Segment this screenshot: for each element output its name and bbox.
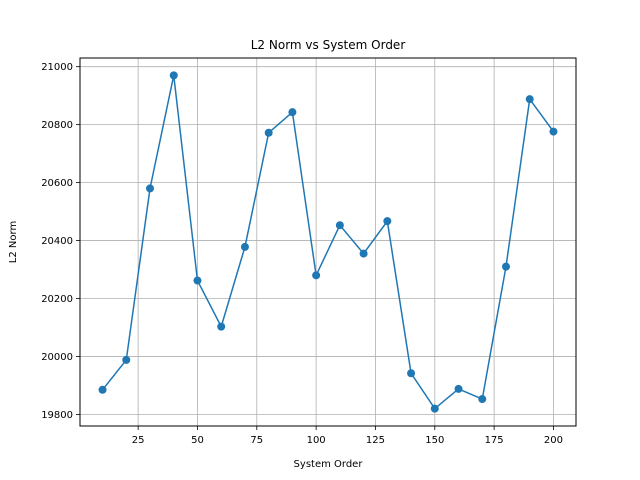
data-point	[525, 95, 534, 104]
y-tick-label: 20000	[41, 352, 73, 363]
data-point	[98, 385, 107, 394]
series-line	[101, 74, 555, 410]
x-tick-label: 100	[307, 435, 326, 446]
x-axis: 25 50 75 100 125 150 175 200	[132, 426, 563, 446]
data-point	[549, 127, 558, 136]
y-tick-label: 19800	[41, 410, 73, 421]
x-axis-label: System Order	[294, 459, 364, 470]
data-point	[169, 71, 178, 80]
data-point	[312, 271, 321, 280]
y-tick-label: 20200	[41, 294, 73, 305]
y-tick-label: 20600	[41, 178, 73, 189]
grid-lines	[80, 58, 576, 426]
data-point	[217, 322, 226, 331]
y-tick-label: 20400	[41, 236, 73, 247]
series-layer	[98, 71, 558, 413]
data-point	[478, 395, 487, 404]
data-point	[407, 369, 416, 378]
data-point	[193, 276, 202, 285]
y-axis: 19800 20000 20200 20400 20600 20800 21000	[41, 62, 80, 421]
data-point	[383, 217, 392, 226]
x-tick-label: 200	[544, 435, 563, 446]
plot-frame	[79, 57, 577, 427]
y-tick-label: 20800	[41, 120, 73, 131]
data-point	[288, 108, 297, 117]
data-point	[264, 128, 273, 137]
data-point	[146, 184, 155, 193]
data-point	[335, 221, 344, 230]
data-point	[430, 404, 439, 413]
y-axis-label: L2 Norm	[8, 221, 19, 263]
x-tick-label: 150	[425, 435, 444, 446]
chart-title: L2 Norm vs System Order	[251, 38, 406, 52]
x-tick-label: 75	[250, 435, 263, 446]
data-point	[240, 242, 249, 251]
data-point	[454, 384, 463, 393]
y-tick-label: 21000	[41, 62, 73, 73]
x-tick-label: 175	[485, 435, 504, 446]
x-tick-label: 50	[191, 435, 204, 446]
x-tick-label: 25	[132, 435, 145, 446]
data-point	[122, 355, 131, 364]
x-tick-label: 125	[366, 435, 385, 446]
data-point	[501, 262, 510, 271]
data-point	[359, 249, 368, 258]
